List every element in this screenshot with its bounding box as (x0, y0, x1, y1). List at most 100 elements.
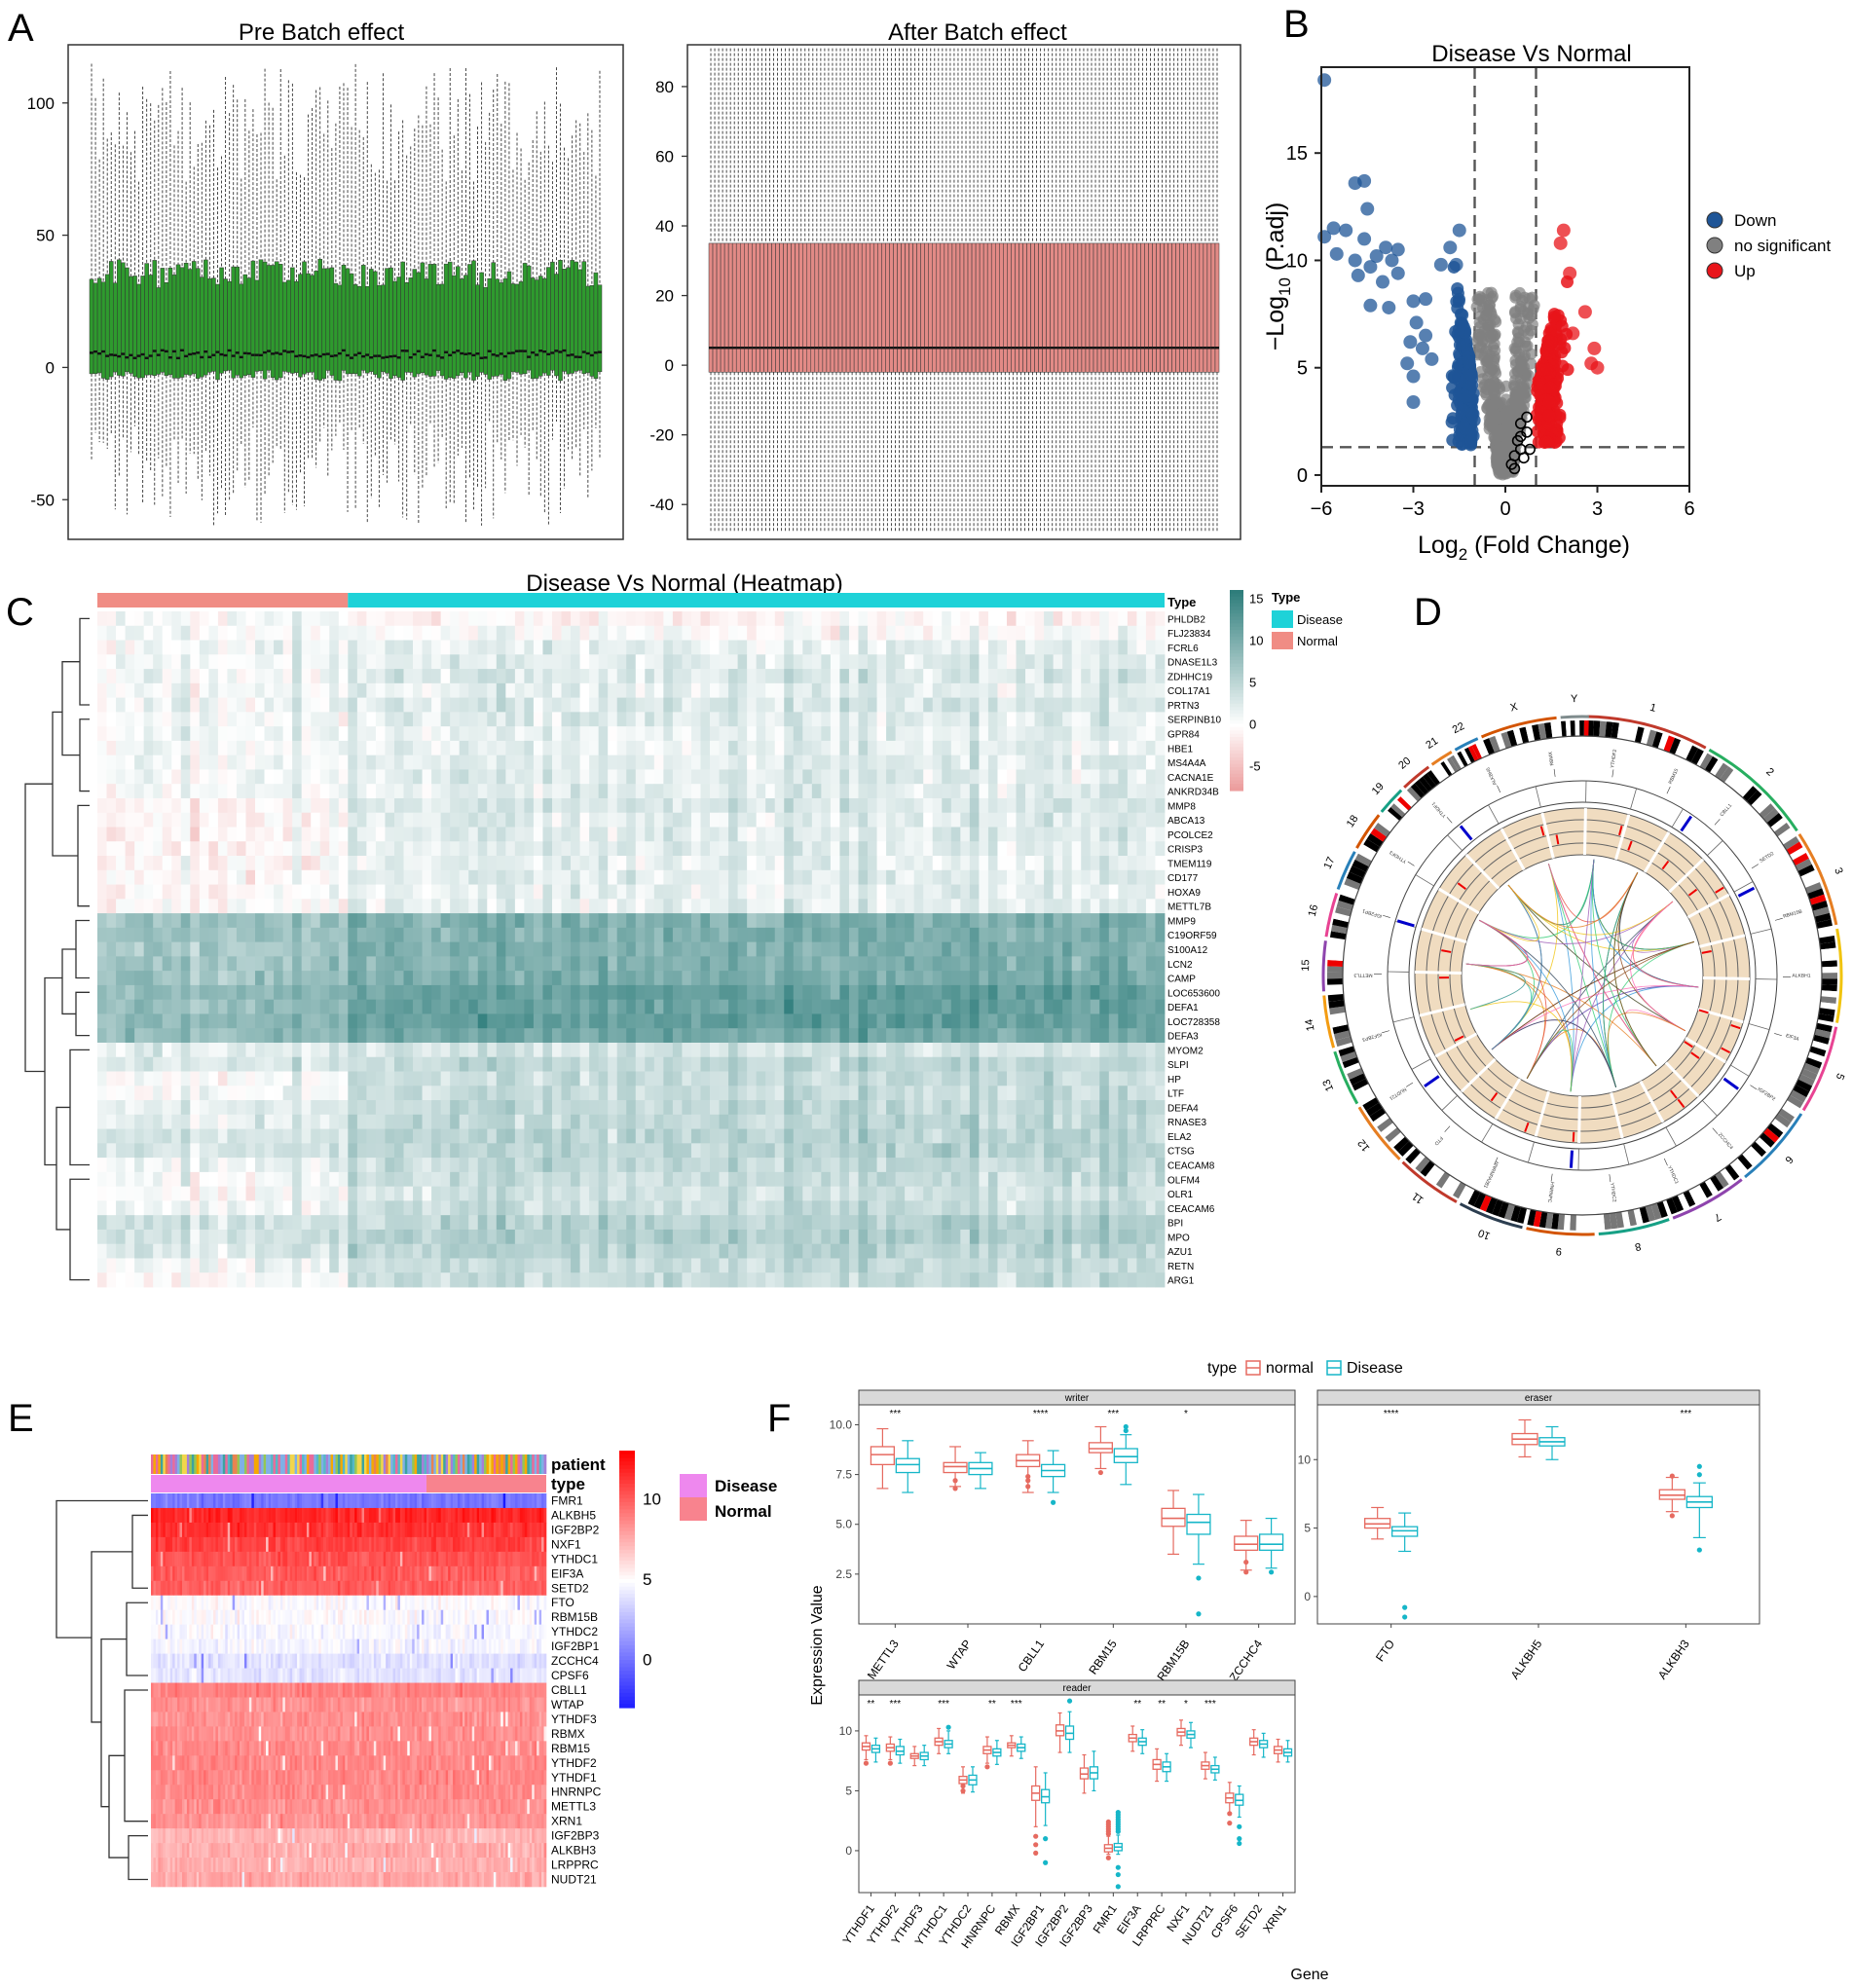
heatmap-c-cell (292, 625, 303, 641)
heatmap-c-cell (1090, 712, 1100, 727)
heatmap-c-cell (589, 827, 600, 842)
heatmap-c-cell (979, 755, 989, 770)
heatmap-c-cell (1044, 827, 1055, 842)
heatmap-c-cell (616, 797, 627, 814)
heatmap-c-cell (143, 827, 154, 842)
heatmap-c-cell (839, 856, 850, 871)
chart-a2-box (873, 242, 878, 373)
heatmap-c-cell (487, 625, 498, 641)
heatmap-c-cell (653, 669, 664, 684)
heatmap-c-cell (886, 841, 897, 857)
heatmap-c-cell (143, 712, 154, 727)
heatmap-c-cell (987, 827, 998, 842)
heatmap-c-cell (979, 611, 989, 627)
heatmap-c-cell (876, 755, 887, 770)
heatmap-c-cell (1053, 625, 1063, 641)
heatmap-c-cell (598, 841, 609, 857)
heatmap-c-cell (292, 927, 303, 943)
heatmap-c-cell (830, 769, 840, 785)
heatmap-c-cell (403, 654, 414, 670)
heatmap-c-cell (942, 784, 952, 799)
heatmap-c-cell (728, 884, 738, 900)
heatmap-c-cell (663, 884, 674, 900)
heatmap-c-cell (375, 899, 386, 914)
heatmap-c-cell (1016, 611, 1026, 627)
heatmap-c-cell (839, 669, 850, 684)
volcano-point-down (1329, 246, 1344, 261)
heatmap-c-cell (440, 884, 451, 900)
chart-a1-box (534, 279, 539, 379)
heatmap-c-cell (950, 812, 961, 828)
volcano-legend-label: Up (1734, 262, 1756, 280)
heatmap-c-cell (431, 784, 442, 799)
heatmap-c-cell (589, 669, 600, 684)
heatmap-c-cell (682, 712, 692, 727)
heatmap-c-cell (97, 956, 107, 972)
chart-a2-y-tick-label: 80 (655, 78, 674, 96)
heatmap-c-cell (97, 625, 107, 641)
heatmap-c-cell (301, 740, 312, 756)
heatmap-c-cell (162, 712, 172, 727)
heatmap-c-cell (793, 841, 803, 857)
heatmap-c-cell (505, 755, 516, 770)
heatmap-c-cell (180, 927, 191, 943)
heatmap-c-cell (236, 669, 246, 684)
heatmap-c-cell (987, 899, 998, 914)
chart-a2-box (1125, 242, 1130, 373)
heatmap-c-cell (171, 611, 182, 627)
heatmap-c-cell (868, 927, 877, 943)
heatmap-c-cell (542, 841, 553, 857)
heatmap-c-cell (134, 869, 145, 885)
chart-a1-box (317, 259, 322, 381)
heatmap-c-cell (1016, 899, 1026, 914)
heatmap-c-cell (969, 640, 980, 655)
heatmap-c-cell (1081, 941, 1092, 957)
heatmap-c-cell (1136, 899, 1147, 914)
heatmap-c-cell (682, 856, 692, 871)
heatmap-c-cell (366, 640, 377, 655)
heatmap-c-cell (1053, 869, 1063, 885)
heatmap-c-cell (784, 682, 795, 698)
heatmap-c-cell (868, 812, 877, 828)
volcano-point-up (1545, 335, 1559, 349)
heatmap-c-cell (245, 712, 256, 727)
heatmap-c-cell (236, 784, 246, 799)
heatmap-c-cell (923, 899, 934, 914)
heatmap-c-cell (960, 784, 971, 799)
heatmap-c-cell (1062, 941, 1073, 957)
heatmap-c-cell (106, 625, 117, 641)
chart-a2-box (1175, 242, 1180, 373)
heatmap-c-cell (171, 941, 182, 957)
heatmap-c-cell (663, 654, 674, 670)
heatmap-c-cell (653, 640, 664, 655)
heatmap-c-cell (784, 755, 795, 770)
heatmap-c-cell (551, 769, 562, 785)
heatmap-c-cell (1081, 869, 1092, 885)
heatmap-c-cell (431, 769, 442, 785)
heatmap-c-cell (571, 755, 580, 770)
heatmap-c-cell (356, 640, 367, 655)
heatmap-c-cell (190, 784, 201, 799)
heatmap-c-cell (868, 941, 877, 957)
heatmap-c-cell (236, 611, 246, 627)
heatmap-c-cell (106, 941, 117, 957)
heatmap-c-cell (626, 869, 637, 885)
heatmap-c-cell (524, 740, 535, 756)
heatmap-c-cell (431, 640, 442, 655)
heatmap-c-cell (375, 856, 386, 871)
volcano-point-nosig (1487, 355, 1500, 368)
chart-a1-box (89, 278, 94, 375)
heatmap-c-cell (116, 941, 126, 957)
heatmap-c-cell (913, 726, 924, 742)
heatmap-c-cell (589, 654, 600, 670)
heatmap-c-cell (255, 941, 265, 957)
heatmap-c-cell (626, 682, 637, 698)
heatmap-c-cell (1044, 927, 1055, 943)
heatmap-c-cell (162, 797, 172, 814)
chart-a2-box (905, 242, 909, 373)
heatmap-c-cell (886, 913, 897, 929)
heatmap-c-cell (913, 812, 924, 828)
heatmap-c-cell (524, 884, 535, 900)
heatmap-c-cell (1127, 927, 1137, 943)
